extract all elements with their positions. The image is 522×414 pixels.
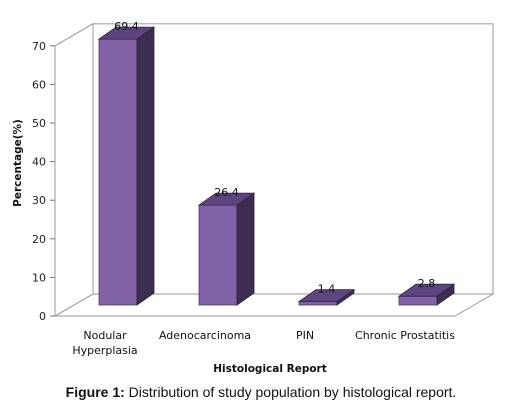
- y-axis-title: Percentage(%): [12, 119, 24, 207]
- data-label: 26.4: [214, 186, 239, 199]
- x-tick-label: Chronic Prostatitis: [355, 329, 455, 342]
- data-label: 1.4: [318, 283, 336, 296]
- x-tick-label: Adenocarcinoma: [159, 329, 251, 342]
- bar-top: [97, 26, 156, 40]
- y-tick-label: 20: [32, 233, 46, 246]
- y-tick-label: 70: [32, 40, 46, 53]
- bar-side: [236, 192, 255, 306]
- data-label: 69.4: [114, 20, 139, 33]
- figure-caption: Figure 1: Distribution of study populati…: [0, 384, 522, 400]
- caption-text: Distribution of study population by hist…: [124, 384, 457, 400]
- floor: [53, 293, 495, 317]
- y-tick-label: 10: [32, 271, 46, 284]
- bar: [98, 38, 138, 306]
- caption-label: Figure 1:: [65, 384, 125, 400]
- bar-top: [397, 283, 456, 297]
- x-tick-label: Hyperplasia: [72, 344, 137, 357]
- x-axis-title: Histological Report: [213, 363, 327, 375]
- y-tick-label: 0: [39, 310, 46, 323]
- x-tick-label: PIN: [296, 329, 314, 342]
- bar-top: [197, 192, 256, 206]
- side-wall: [54, 22, 94, 317]
- bar-top: [297, 289, 356, 302]
- bar: [298, 301, 338, 306]
- bar-side: [136, 26, 155, 306]
- y-tick-label: 30: [32, 194, 46, 207]
- y-tick-label: 50: [32, 117, 46, 130]
- bar: [398, 295, 438, 306]
- x-tick-label: Nodular: [83, 329, 127, 342]
- bar: [198, 204, 238, 306]
- y-tick-label: 60: [32, 78, 46, 91]
- data-label: 2.8: [418, 277, 436, 290]
- y-tick-label: 40: [32, 156, 46, 169]
